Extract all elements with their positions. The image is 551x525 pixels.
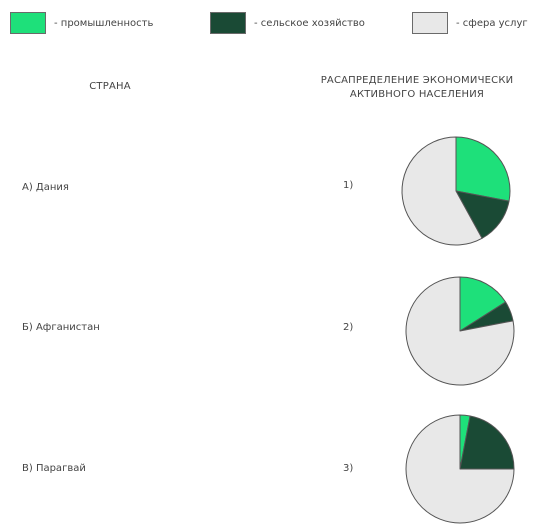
row-number-2: 2)	[343, 322, 354, 333]
pie-2-slice-industry	[459, 276, 507, 332]
country-label-afghanistan: Б) Афганистан	[22, 322, 100, 333]
pie-chart-3	[405, 414, 515, 524]
country-label-paraguay: В) Парагвай	[22, 463, 86, 474]
row-number-1: 1)	[343, 180, 354, 191]
pie-chart-1	[401, 136, 511, 246]
legend-item-industry: - промышленность	[10, 10, 153, 36]
legend-label-industry: - промышленность	[54, 17, 154, 29]
pie-3-slice-services	[405, 414, 515, 524]
pie-2-slice-services	[405, 276, 515, 386]
legend-item-agriculture: - сельское хозяйство	[210, 10, 365, 36]
pie-1-slice-services	[401, 136, 483, 246]
legend-label-agriculture: - сельское хозяйство	[254, 17, 365, 29]
country-label-denmark: А) Дания	[22, 182, 69, 193]
legend-item-services: - сфера услуг	[412, 10, 528, 36]
legend-swatch-industry	[10, 12, 46, 34]
pie-1-slice-industry	[455, 136, 511, 202]
country-column-header: СТРАНА	[89, 81, 131, 92]
legend-swatch-services	[412, 12, 448, 34]
legend: - промышленность - сельское хозяйство - …	[10, 10, 550, 36]
distribution-column-header: РАСАПРЕДЕЛЕНИЕ ЭКОНОМИЧЕСКИ АКТИВНОГО НА…	[320, 75, 514, 100]
row-number-3: 3)	[343, 463, 354, 474]
pie-chart-2	[405, 276, 515, 386]
legend-swatch-agriculture	[210, 12, 246, 34]
legend-label-services: - сфера услуг	[456, 17, 528, 29]
pie-3-slice-agriculture	[459, 415, 515, 470]
